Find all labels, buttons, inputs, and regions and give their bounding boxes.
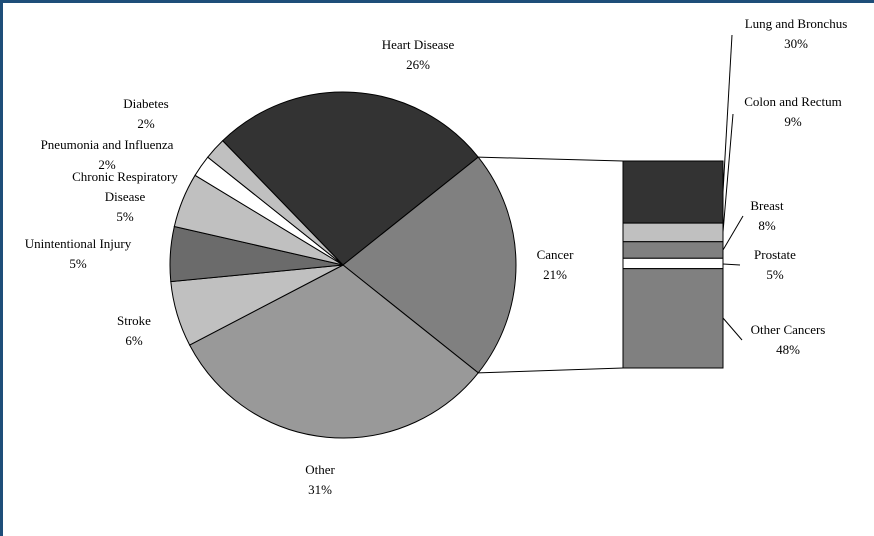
leader-line-other-cancers [723,318,742,340]
leader-line-lung-and-bronchus [723,35,732,192]
bar-label-other-cancers: Other Cancers 48% [751,322,826,357]
bar-segment-breast [623,242,723,259]
pie-label-chronic-respiratory-disease: Chronic Respiratory Disease 5% [72,169,178,224]
bar-label-colon-and-rectum: Colon and Rectum 9% [744,94,842,129]
pie-label-other: Other 31% [305,462,335,497]
bar-segment-lung-and-bronchus [623,161,723,223]
connector-bottom-line [478,368,623,373]
bar-label-prostate: Prostate 5% [754,247,796,282]
pie-label-cancer: Cancer 21% [537,247,574,282]
pie-label-diabetes: Diabetes 2% [123,96,168,131]
leader-line-breast [723,216,743,250]
pie-label-pneumonia-and-influenza: Pneumonia and Influenza 2% [41,137,174,172]
pie-label-stroke: Stroke 6% [117,313,151,348]
bar-label-breast: Breast 8% [750,198,784,233]
bar-label-lung-and-bronchus: Lung and Bronchus 30% [745,16,848,51]
pie-label-heart-disease: Heart Disease 26% [382,37,455,72]
leader-line-prostate [723,264,740,265]
bar-segment-prostate [623,258,723,268]
bar-segment-colon-and-rectum [623,223,723,242]
pie-label-unintentional-injury: Unintentional Injury 5% [25,236,132,271]
bar-segment-other-cancers [623,269,723,368]
connector-top-line [478,157,623,161]
